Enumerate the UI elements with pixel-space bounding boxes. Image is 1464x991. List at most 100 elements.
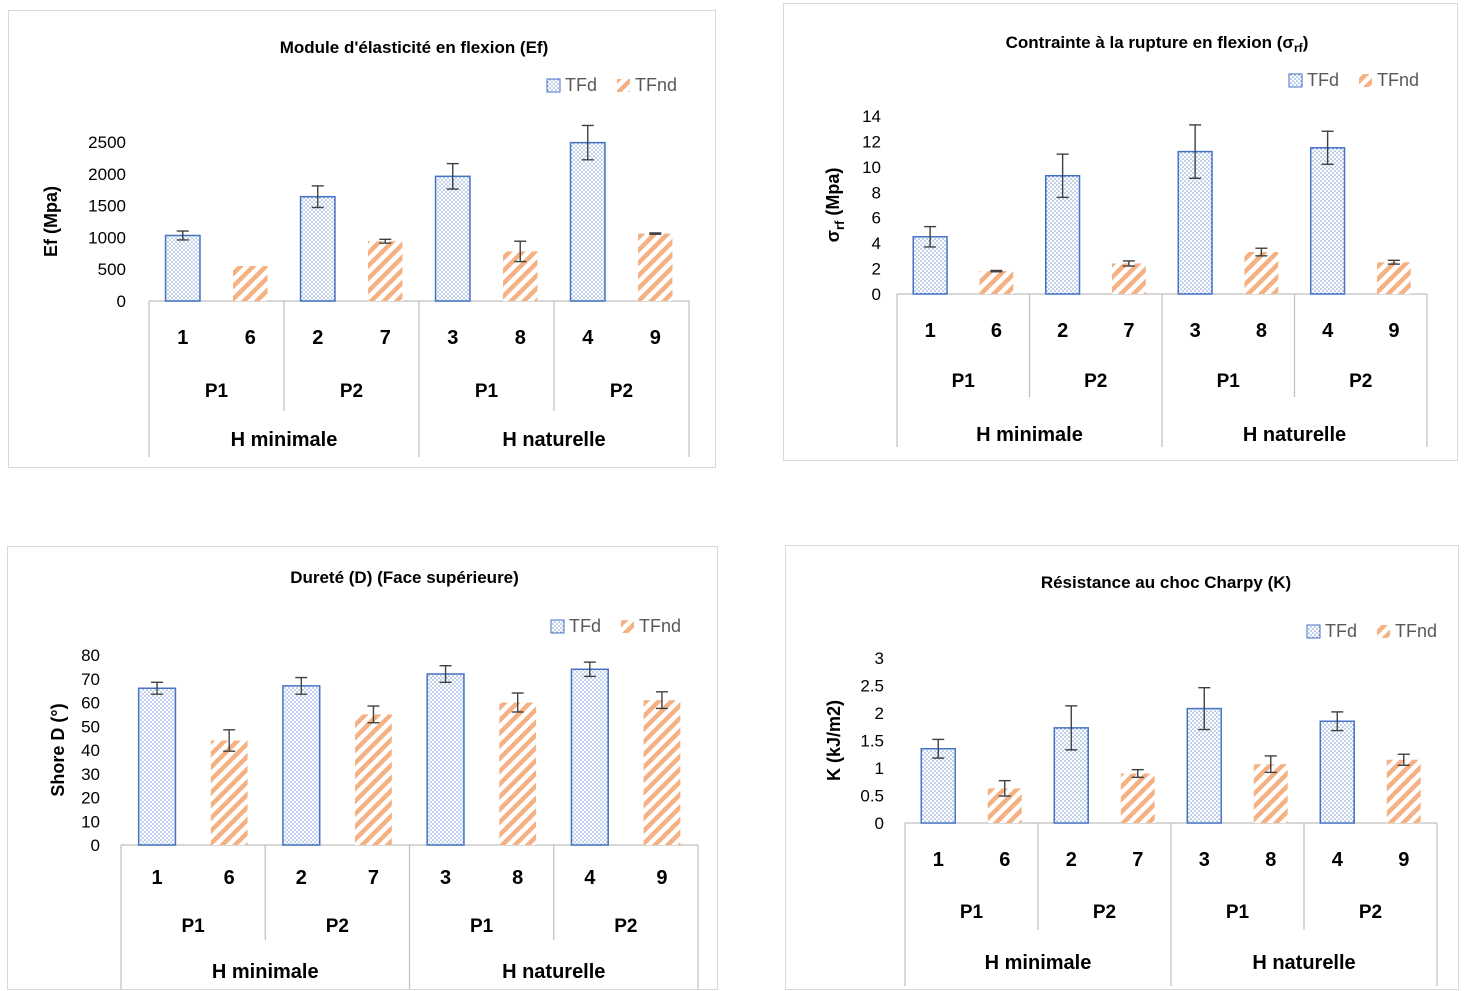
bar-tfd <box>426 673 465 846</box>
category-label: 2 <box>1066 849 1077 871</box>
chart-title: Contrainte à la rupture en flexion (σrf) <box>1006 33 1309 55</box>
y-axis-label-sub: rf <box>832 220 847 230</box>
bar-tfd <box>570 668 609 846</box>
category-label: 2 <box>312 327 323 349</box>
y-tick-label: 2 <box>875 704 884 723</box>
category-label: 6 <box>991 320 1002 342</box>
group-label-level1: P2 <box>610 381 633 402</box>
category-label: 6 <box>224 867 235 889</box>
legend-swatch-tfnd <box>617 79 630 92</box>
bar-tfd <box>137 687 177 846</box>
legend-label-tfnd: TFnd <box>635 75 677 95</box>
y-tick-label: 0 <box>91 836 100 855</box>
group-label-level1: P1 <box>960 902 984 923</box>
y-axis-label: Shore D (°) <box>48 703 68 796</box>
group-label-level2: H naturelle <box>502 961 605 983</box>
chart-title: Module d'élasticité en flexion (Ef) <box>280 38 549 57</box>
legend: TFd TFnd <box>1288 70 1419 90</box>
chart-title: Dureté (D) (Face supérieure) <box>290 568 519 587</box>
bar-tfnd <box>210 740 248 845</box>
y-tick-label: 30 <box>81 765 100 784</box>
group-label-level1: P2 <box>1093 902 1116 923</box>
bar-tfnd <box>979 271 1014 294</box>
y-tick-label: 4 <box>872 234 881 253</box>
group-label-level1: P1 <box>470 916 494 937</box>
y-tick-label: 1 <box>875 759 884 778</box>
legend: TFd TFnd <box>546 75 677 95</box>
bar-tfd <box>299 195 336 302</box>
category-label: 4 <box>1322 320 1334 342</box>
bar-tfnd <box>638 233 673 301</box>
y-tick-label: 10 <box>862 158 881 177</box>
group-label-level1: P2 <box>1359 902 1382 923</box>
legend-swatch-tfd <box>550 619 565 634</box>
y-tick-label: 0 <box>872 285 881 304</box>
legend-swatch-tfd <box>1288 73 1303 88</box>
group-label-level1: P2 <box>1084 371 1107 392</box>
group-label-level1: P1 <box>475 381 499 402</box>
chart-title-sub: rf <box>1294 41 1304 55</box>
y-tick-label: 14 <box>862 107 881 126</box>
category-label: 8 <box>1265 849 1276 871</box>
bar-tfd <box>164 234 201 302</box>
legend-label-tfnd: TFnd <box>639 616 681 636</box>
chart-panel-charpy: Résistance au choc Charpy (K) TFd TFnd K (k… <box>785 545 1459 990</box>
y-tick-label: 50 <box>81 717 100 736</box>
bar-tfnd <box>233 266 268 301</box>
legend: TFd TFnd <box>550 616 681 636</box>
chart-panel-flexural-strength: Contrainte à la rupture en flexion (σrf)… <box>783 3 1458 461</box>
group-label-level1: P2 <box>326 916 349 937</box>
category-label: 8 <box>1256 320 1267 342</box>
bar-tfd <box>282 685 321 846</box>
bar-tfnd <box>1376 262 1411 294</box>
category-label: 9 <box>650 327 661 349</box>
bar-tfnd <box>1111 263 1146 294</box>
group-label-level1: P1 <box>182 916 206 937</box>
bar-tfnd <box>499 702 537 845</box>
category-label: 7 <box>368 867 379 889</box>
group-label-level2: H minimale <box>985 952 1092 974</box>
y-tick-label: 2 <box>872 260 881 279</box>
category-label: 1 <box>177 327 188 349</box>
group-label-level1: P1 <box>1226 902 1250 923</box>
y-tick-label: 2.5 <box>860 677 884 696</box>
category-label: 6 <box>245 327 256 349</box>
bar-tfnd <box>355 714 392 845</box>
legend-label-tfnd: TFnd <box>1377 70 1419 90</box>
y-tick-label: 1.5 <box>860 732 884 751</box>
chart-svg: Dureté (D) (Face supérieure) TFd TFnd Shore… <box>48 568 699 989</box>
bar-tfd <box>569 141 606 302</box>
category-label: 9 <box>656 867 667 889</box>
category-label: 2 <box>296 867 307 889</box>
category-label: 8 <box>515 327 526 349</box>
group-label-level1: P1 <box>205 381 229 402</box>
group-label-level2: H naturelle <box>1243 424 1346 446</box>
y-tick-label: 12 <box>862 132 881 151</box>
category-label: 3 <box>440 867 451 889</box>
chart-svg: Module d'élasticité en flexion (Ef) TFd TF… <box>41 38 690 457</box>
chart-svg: Contrainte à la rupture en flexion (σrf)… <box>823 33 1428 447</box>
y-axis-label: σrf (Mpa) <box>823 168 847 243</box>
y-tick-label: 20 <box>81 789 100 808</box>
group-label-level1: P2 <box>340 381 363 402</box>
group-label-level2: H naturelle <box>502 429 605 451</box>
group-label-level1: P1 <box>1217 371 1241 392</box>
legend-swatch-tfnd <box>1359 74 1372 87</box>
y-tick-label: 8 <box>872 183 881 202</box>
category-label: 7 <box>1123 320 1134 342</box>
bar-tfnd <box>1386 759 1421 823</box>
legend-label-tfd: TFd <box>1307 70 1339 90</box>
y-tick-label: 6 <box>872 209 881 228</box>
y-tick-label: 40 <box>81 741 100 760</box>
bar-tfd <box>1319 720 1355 824</box>
y-tick-label: 3 <box>875 649 884 668</box>
y-tick-label: 0 <box>875 814 884 833</box>
chart-panel-hardness: Dureté (D) (Face supérieure) TFd TFnd Shore… <box>7 546 718 990</box>
group-label-level2: H minimale <box>212 961 319 983</box>
y-tick-label: 0.5 <box>860 787 884 806</box>
category-label: 3 <box>1199 849 1210 871</box>
y-tick-label: 0 <box>117 292 126 311</box>
bar-tfnd <box>1253 764 1288 823</box>
category-label: 1 <box>933 849 944 871</box>
bar-tfd <box>434 175 471 302</box>
